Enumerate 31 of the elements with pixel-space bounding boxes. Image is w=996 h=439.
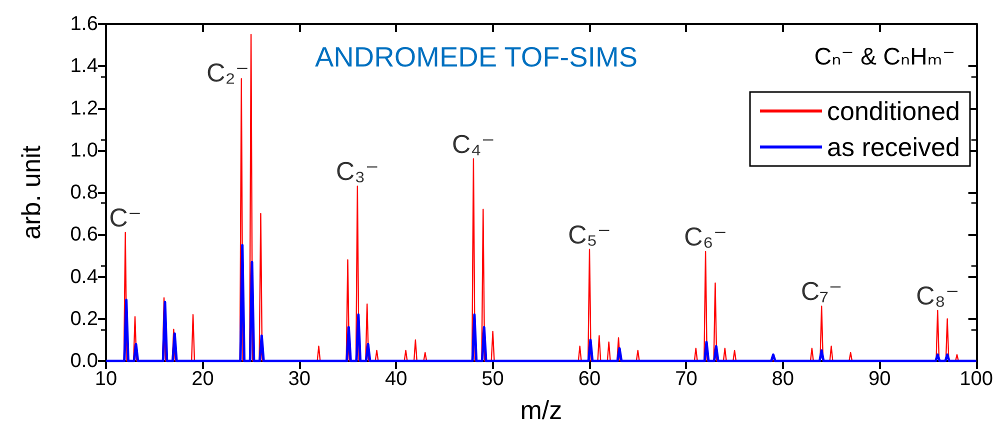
y-axis-title: arb. unit bbox=[16, 144, 46, 240]
y-tick-label: 0.4 bbox=[70, 266, 98, 288]
legend-label: conditioned bbox=[827, 96, 960, 126]
text: Cₙ⁻ & CₙHₘ⁻ bbox=[814, 44, 956, 70]
y-tick-label: 1.6 bbox=[70, 13, 98, 35]
x-tick-label: 40 bbox=[384, 368, 408, 390]
x-tick-label: 50 bbox=[482, 368, 504, 390]
x-tick-label: 70 bbox=[675, 368, 698, 390]
x-tick-label: 90 bbox=[868, 368, 891, 390]
annotation: C₇⁻ bbox=[800, 276, 842, 306]
x-tick-label: 100 bbox=[960, 368, 994, 390]
annotation: C₂⁻ bbox=[206, 58, 250, 88]
legend-label: as received bbox=[827, 132, 960, 162]
annotation: C₈⁻ bbox=[916, 280, 960, 310]
y-tick-label: 0.6 bbox=[70, 224, 98, 246]
annotation: C₅⁻ bbox=[568, 219, 611, 250]
x-tick-label: 60 bbox=[578, 368, 601, 390]
text: ANDROMEDE TOF-SIMS bbox=[315, 42, 638, 72]
annotation: C₄⁻ bbox=[452, 128, 496, 159]
y-tick-label: 1.2 bbox=[70, 97, 98, 120]
x-tick-label: 20 bbox=[192, 368, 214, 390]
annotation: C₃⁻ bbox=[336, 156, 379, 186]
annotation: C₆⁻ bbox=[684, 221, 728, 252]
x-axis-title: m/z bbox=[520, 395, 562, 425]
y-tick-label: 0.8 bbox=[70, 182, 98, 204]
y-tick-label: 1.0 bbox=[70, 139, 98, 162]
x-tick-label: 80 bbox=[772, 368, 794, 390]
y-tick-label: 0.2 bbox=[70, 308, 98, 330]
x-tick-label: 30 bbox=[288, 368, 311, 390]
y-tick-label: 1.4 bbox=[70, 55, 98, 78]
annotation: C⁻ bbox=[109, 202, 142, 233]
